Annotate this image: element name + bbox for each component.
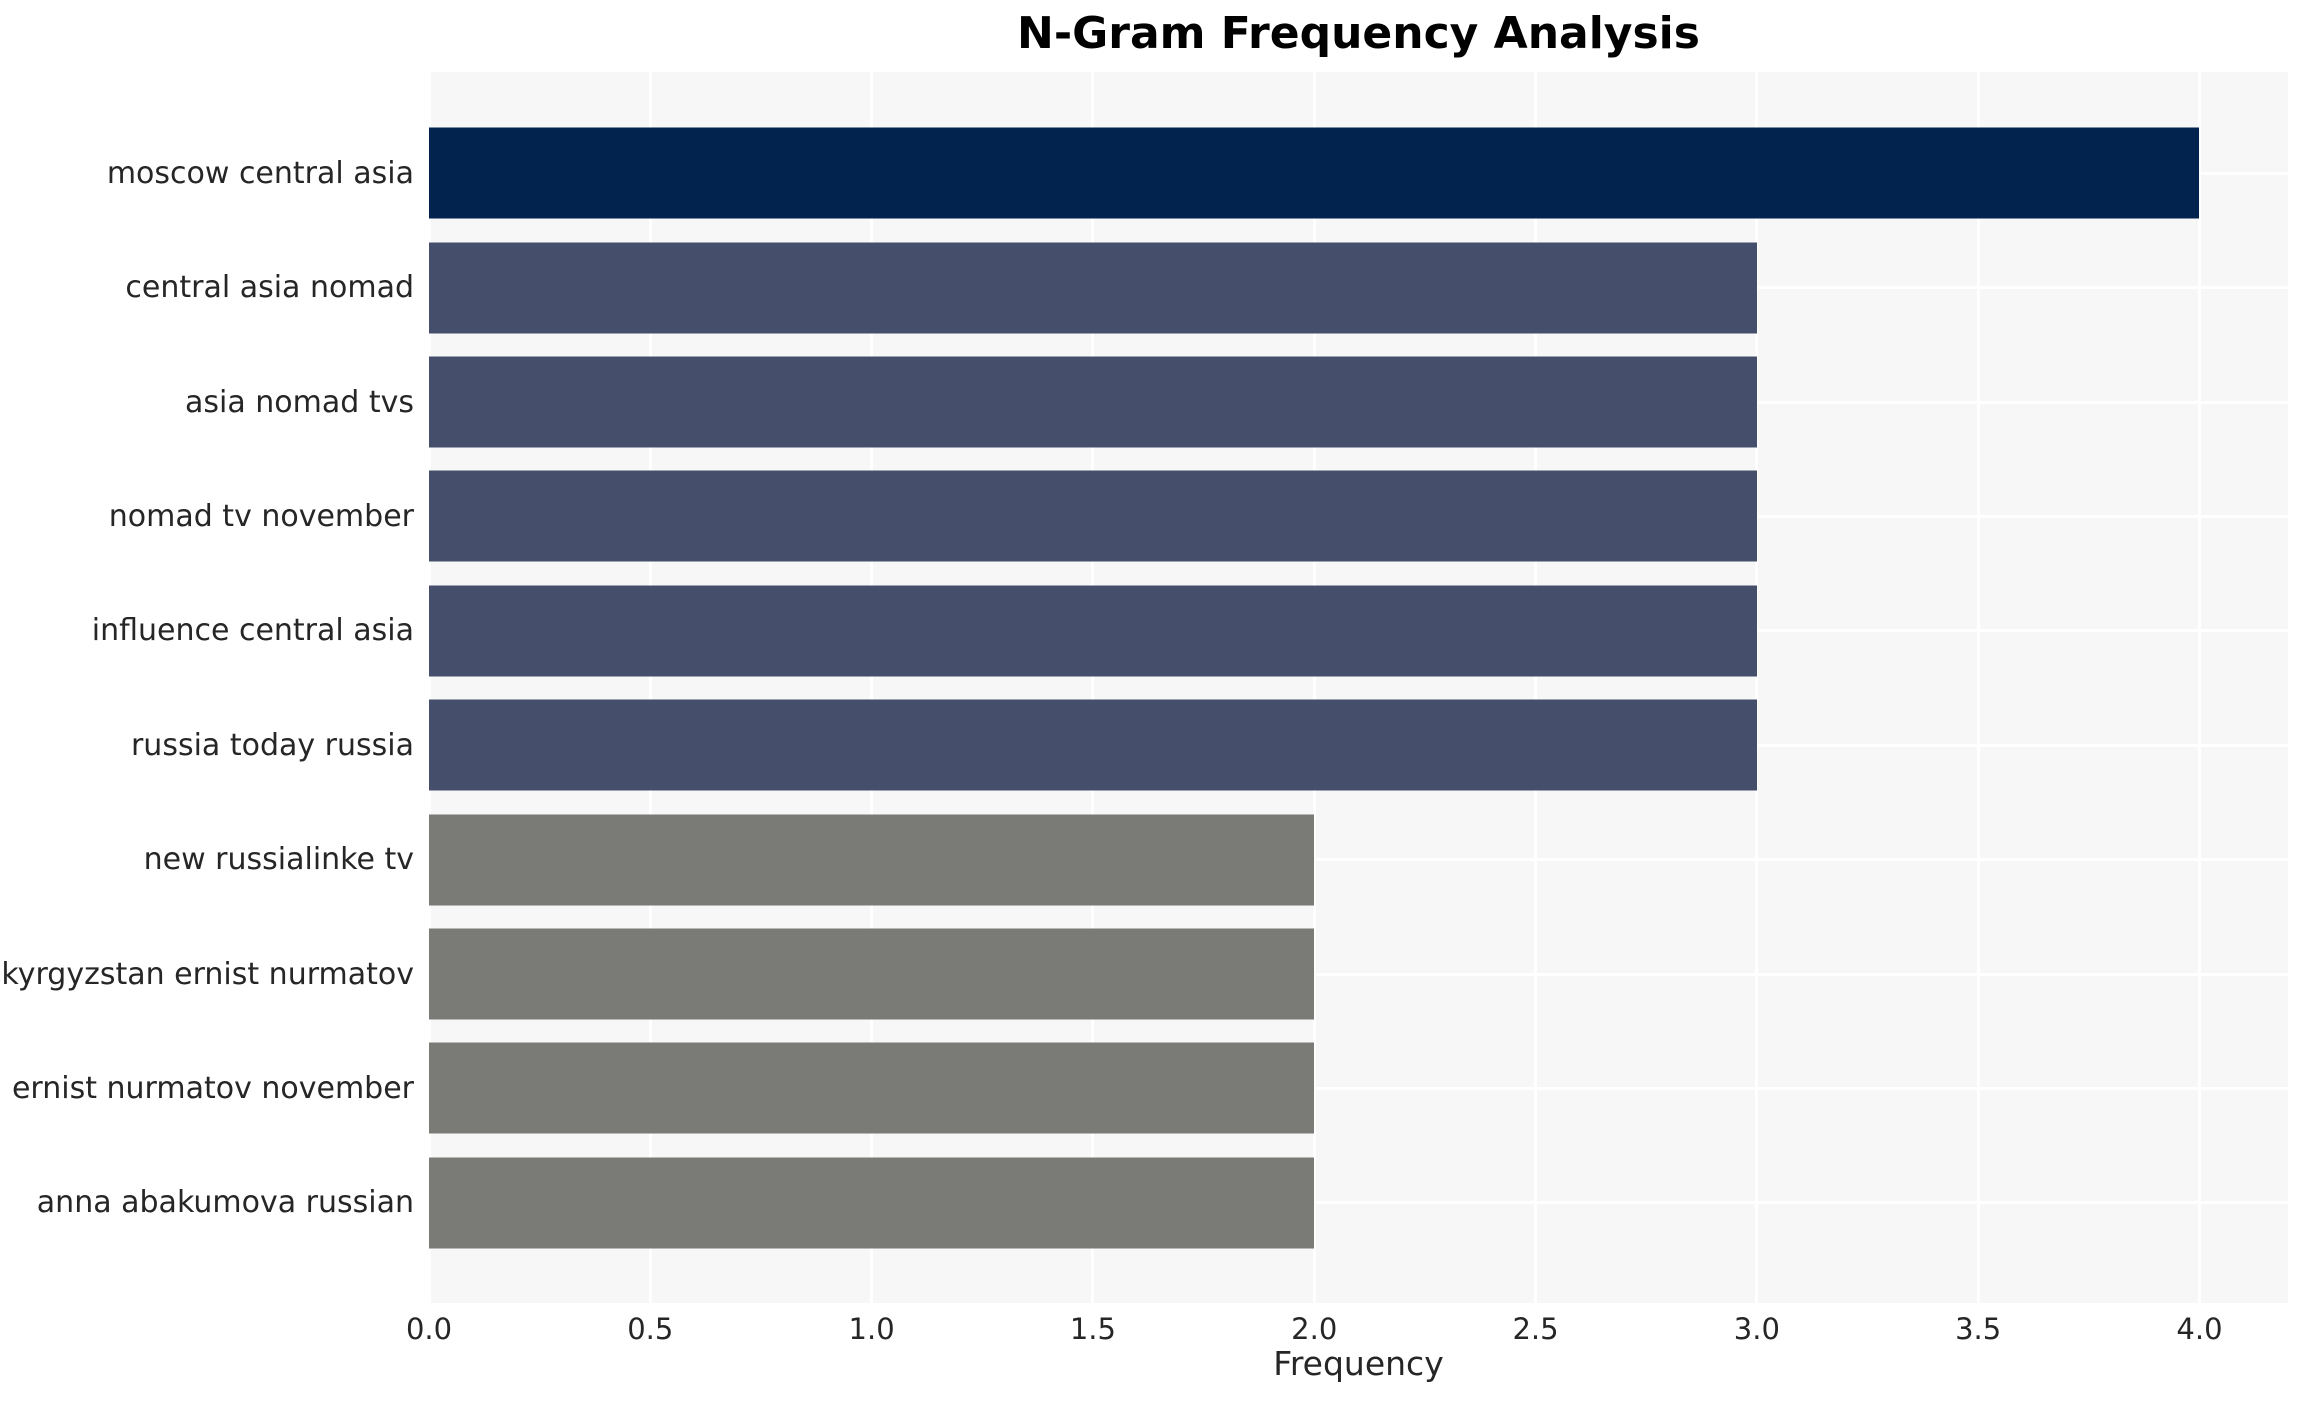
bar-track xyxy=(429,230,2288,344)
bar-row: new russialinke tv xyxy=(0,802,2308,916)
x-tick-label: 1.0 xyxy=(848,1312,895,1346)
frequency-bar xyxy=(429,1042,1315,1134)
frequency-bar xyxy=(429,928,1315,1020)
category-label: central asia nomad xyxy=(125,270,414,306)
category-label: russia today russia xyxy=(130,727,414,763)
x-tick-label: 4.0 xyxy=(2176,1312,2223,1346)
horizontal-gridline xyxy=(429,1086,2288,1090)
frequency-bar xyxy=(429,585,1757,677)
bar-row: moscow central asia xyxy=(0,116,2308,230)
x-tick-label: 2.5 xyxy=(1512,1312,1559,1346)
category-label: anna abakumova russian xyxy=(36,1185,414,1221)
frequency-bar xyxy=(429,814,1315,906)
bar-track xyxy=(429,917,2288,1031)
vertical-gridline xyxy=(2197,72,2201,1303)
bar-track xyxy=(429,459,2288,573)
frequency-bar xyxy=(429,699,1757,791)
bar-track xyxy=(429,345,2288,459)
bar-track xyxy=(429,116,2288,230)
bar-row: anna abakumova russian xyxy=(0,1146,2308,1260)
category-label: influence central asia xyxy=(91,613,414,649)
category-label: asia nomad tvs xyxy=(185,384,414,420)
x-tick-label: 1.5 xyxy=(1069,1312,1116,1346)
x-tick-label: 0.5 xyxy=(627,1312,674,1346)
frequency-bar xyxy=(429,356,1757,448)
bar-row: influence central asia xyxy=(0,574,2308,688)
bar-row: russia today russia xyxy=(0,688,2308,802)
x-tick-label: 2.0 xyxy=(1291,1312,1338,1346)
x-axis-ticks: 0.0 0.5 1.0 1.5 2.0 2.5 3.0 3.5 4.0 xyxy=(406,1303,2288,1347)
bar-track xyxy=(429,574,2288,688)
bar-row: kyrgyzstan ernist nurmatov xyxy=(0,917,2308,1031)
category-label: ernist nurmatov november xyxy=(11,1070,414,1106)
horizontal-gridline xyxy=(429,858,2288,862)
x-tick-label: 3.5 xyxy=(1955,1312,2002,1346)
vertical-gridline xyxy=(429,72,431,1303)
bar-track xyxy=(429,1146,2288,1260)
bar-rows: moscow central asia central asia nomad asi… xyxy=(0,72,2308,1303)
bar-track xyxy=(429,688,2288,802)
frequency-bar xyxy=(429,1157,1315,1249)
x-tick-label: 3.0 xyxy=(1733,1312,1780,1346)
vertical-gridline xyxy=(1976,72,1980,1303)
vertical-gridline xyxy=(1312,72,1316,1303)
bar-row: nomad tv november xyxy=(0,459,2308,573)
frequency-bar xyxy=(429,127,2200,219)
horizontal-gridline xyxy=(429,972,2288,976)
horizontal-gridline xyxy=(429,1201,2288,1205)
bar-track xyxy=(429,1031,2288,1145)
bar-row: ernist nurmatov november xyxy=(0,1031,2308,1145)
bar-track xyxy=(429,802,2288,916)
frequency-bar xyxy=(429,470,1757,562)
category-label: nomad tv november xyxy=(108,498,414,534)
vertical-gridline xyxy=(1534,72,1538,1303)
vertical-gridline xyxy=(1755,72,1759,1303)
bar-row: central asia nomad xyxy=(0,230,2308,344)
chart-title: N-Gram Frequency Analysis xyxy=(1017,8,1700,59)
bar-row: asia nomad tvs xyxy=(0,345,2308,459)
category-label: moscow central asia xyxy=(106,155,414,191)
x-axis-label: Frequency xyxy=(1273,1344,1444,1383)
vertical-gridline xyxy=(1091,72,1095,1303)
vertical-gridline xyxy=(648,72,652,1303)
category-label: kyrgyzstan ernist nurmatov xyxy=(1,956,414,992)
category-label: new russialinke tv xyxy=(143,842,414,878)
x-tick-label: 0.0 xyxy=(405,1312,453,1346)
vertical-gridline xyxy=(870,72,874,1303)
frequency-bar xyxy=(429,242,1757,334)
